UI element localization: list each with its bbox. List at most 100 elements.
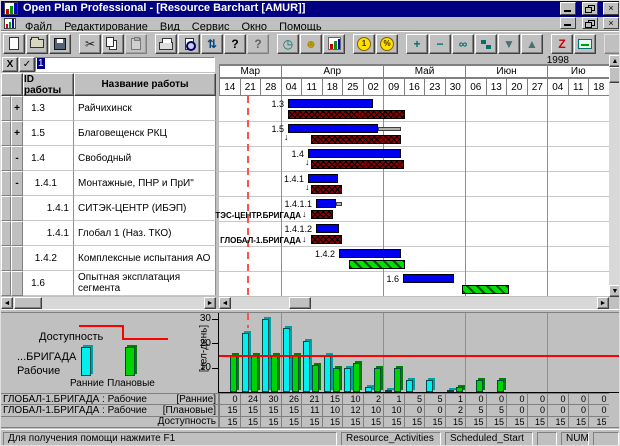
restore-button[interactable] — [581, 2, 598, 15]
cut-icon[interactable]: ✂ — [79, 33, 101, 54]
percent-icon[interactable]: % — [376, 33, 398, 54]
activity-id[interactable]: 1.5 — [23, 121, 74, 146]
timeline-week[interactable]: 18 — [588, 78, 610, 96]
minimize-button[interactable] — [560, 2, 577, 15]
timeline-week[interactable]: 23 — [424, 78, 446, 96]
gantt-bar-early[interactable] — [403, 274, 454, 283]
menu-item-tools[interactable]: Сервис — [191, 21, 230, 33]
activity-id[interactable]: 1.6 — [23, 271, 74, 296]
histogram-icon[interactable] — [323, 33, 345, 54]
gantt-vscroll-thumb[interactable] — [609, 67, 619, 83]
gantt-bar-baseline[interactable] — [288, 110, 405, 119]
timeline-week[interactable]: 04 — [280, 78, 302, 96]
table-hscroll-track[interactable] — [1, 297, 216, 309]
timeline-week[interactable]: 14 — [219, 78, 241, 96]
column-header-name[interactable]: Название работы — [74, 73, 216, 96]
timeline-week[interactable]: 21 — [239, 78, 261, 96]
gantt-bar-early[interactable] — [316, 224, 339, 233]
sort-icon[interactable]: ⇅ — [201, 33, 223, 54]
link-icon[interactable]: ∞ — [452, 33, 474, 54]
gantt-bar-early[interactable] — [308, 174, 338, 183]
gantt-bar-early[interactable] — [288, 124, 378, 133]
gantt-bar-baseline[interactable] — [311, 210, 333, 219]
print-preview-icon[interactable] — [178, 33, 200, 54]
expand-toggle[interactable] — [11, 271, 23, 296]
timeline-week[interactable]: 25 — [342, 78, 364, 96]
gantt-bar-baseline[interactable] — [311, 135, 401, 144]
add-icon[interactable]: + — [406, 33, 428, 54]
print-icon[interactable] — [155, 33, 177, 54]
move-down-icon[interactable]: ▼ — [498, 33, 520, 54]
gantt-hscroll-left-arrow-icon[interactable]: ◄ — [219, 297, 231, 309]
timeline-week[interactable]: 02 — [362, 78, 384, 96]
activity-name[interactable]: Глобал 1 (Наз. ТКО) — [74, 221, 216, 246]
resource-icon[interactable]: ☻ — [300, 33, 322, 54]
activity-id[interactable]: 1.4 — [23, 146, 74, 171]
activity-id[interactable]: 1.4.1 — [23, 196, 74, 221]
timeline-week[interactable]: 30 — [444, 78, 466, 96]
new-icon[interactable] — [3, 33, 25, 54]
screen-icon[interactable] — [574, 33, 596, 54]
activity-id[interactable]: 1.4.1 — [23, 221, 74, 246]
activity-id[interactable]: 1.4.1 — [23, 171, 74, 196]
expand-toggle[interactable]: - — [11, 146, 23, 171]
cost-icon[interactable]: 1 — [353, 33, 375, 54]
row-selector[interactable] — [1, 221, 11, 246]
gantt-bar-early[interactable] — [316, 199, 336, 208]
timeline-week[interactable]: 06 — [465, 78, 487, 96]
mdi-restore-button[interactable] — [581, 17, 598, 29]
gantt-vscroll-up-arrow-icon[interactable]: ▲ — [609, 55, 619, 67]
column-header-id[interactable]: ID работы — [23, 73, 74, 96]
timeline-week[interactable]: 28 — [260, 78, 282, 96]
edit-input[interactable]: 1 — [35, 57, 215, 72]
expand-toggle[interactable] — [11, 196, 23, 221]
timeline-week[interactable]: 27 — [526, 78, 548, 96]
timeline-week[interactable]: 20 — [506, 78, 528, 96]
gantt-vscroll-track[interactable] — [609, 55, 619, 297]
close-button[interactable]: × — [603, 2, 619, 15]
save-icon[interactable] — [49, 33, 71, 54]
mdi-minimize-button[interactable] — [560, 17, 577, 29]
row-selector[interactable] — [1, 246, 11, 271]
row-selector[interactable] — [1, 121, 11, 146]
mdi-document-icon[interactable] — [4, 18, 16, 29]
timeline-week[interactable]: 09 — [383, 78, 405, 96]
gantt-bar-early[interactable] — [288, 99, 373, 108]
gantt-vscroll-down-arrow-icon[interactable]: ▼ — [609, 285, 619, 297]
expand-toggle[interactable] — [11, 246, 23, 271]
pane-splitter[interactable] — [1, 309, 619, 313]
menu-item-edit[interactable]: Редактирование — [64, 21, 148, 33]
gantt-bar-early[interactable] — [339, 249, 401, 258]
row-selector[interactable] — [1, 146, 11, 171]
menu-item-help[interactable]: Помощь — [279, 21, 322, 33]
expand-toggle[interactable]: + — [11, 96, 23, 121]
activity-name[interactable]: Комплексные испытания АО — [74, 246, 216, 271]
move-up-icon[interactable]: ▲ — [521, 33, 543, 54]
open-icon[interactable] — [26, 33, 48, 54]
help-icon[interactable]: ? — [224, 33, 246, 54]
expand-toggle[interactable] — [11, 221, 23, 246]
timeline-week[interactable]: 11 — [567, 78, 589, 96]
activity-id[interactable]: 1.4.2 — [23, 246, 74, 271]
menu-item-file[interactable]: Файл — [25, 21, 53, 33]
table-hscroll-thumb[interactable] — [14, 297, 42, 309]
expand-toggle[interactable]: + — [11, 121, 23, 146]
activity-name[interactable]: Монтажные, ПНР и ПрИ" — [74, 171, 216, 196]
activity-name[interactable]: Райчихинск — [74, 96, 216, 121]
gantt-hscroll-thumb[interactable] — [289, 297, 311, 309]
remove-icon[interactable]: − — [429, 33, 451, 54]
menu-item-view[interactable]: Вид — [159, 21, 180, 33]
timeline-week[interactable]: 13 — [485, 78, 507, 96]
gantt-hscroll-right-arrow-icon[interactable]: ► — [597, 297, 609, 309]
table-hscroll-right-arrow-icon[interactable]: ► — [204, 297, 216, 309]
timeline-week[interactable]: 16 — [403, 78, 425, 96]
mdi-close-button[interactable]: × — [603, 17, 619, 29]
activity-name[interactable]: Благовещенск РКЦ — [74, 121, 216, 146]
row-selector[interactable] — [1, 96, 11, 121]
activity-id[interactable]: 1.3 — [23, 96, 74, 121]
gantt-hscroll-track[interactable] — [219, 297, 609, 309]
outline-icon[interactable] — [475, 33, 497, 54]
menu-item-window[interactable]: Окно — [241, 21, 268, 33]
gantt-bar-early[interactable] — [308, 149, 401, 158]
table-hscroll-left-arrow-icon[interactable]: ◄ — [1, 297, 13, 309]
